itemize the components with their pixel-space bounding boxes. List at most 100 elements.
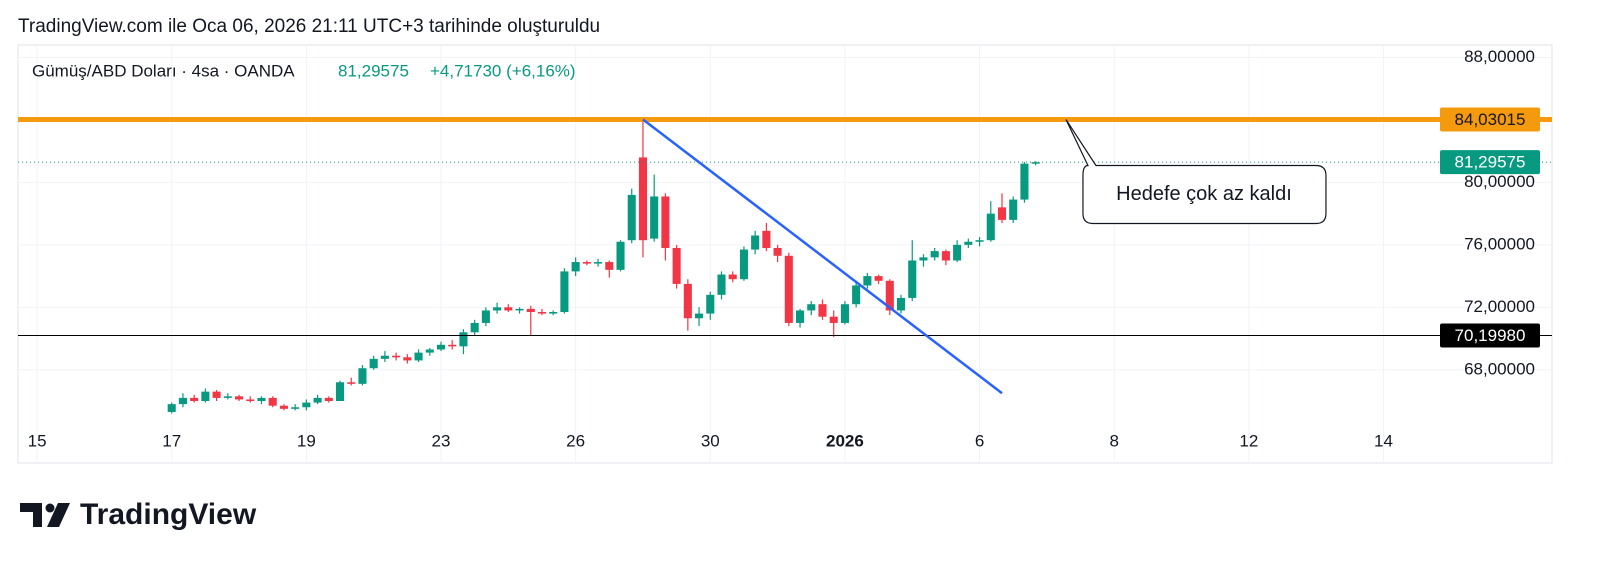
candle-body bbox=[1020, 163, 1029, 200]
candle-body bbox=[549, 312, 558, 314]
candle-body bbox=[392, 355, 401, 358]
candle-body bbox=[425, 349, 434, 353]
candle-body bbox=[773, 247, 782, 256]
candle-body bbox=[964, 241, 973, 245]
candle-body bbox=[571, 262, 580, 272]
candle-body bbox=[605, 262, 614, 270]
y-tick-label: 76,00000 bbox=[1464, 234, 1535, 253]
x-tick-label: 26 bbox=[566, 431, 585, 450]
candle-body bbox=[504, 307, 513, 311]
candle-body bbox=[167, 404, 176, 412]
candle-body bbox=[212, 391, 221, 398]
candle-body bbox=[369, 358, 378, 369]
candle-body bbox=[975, 240, 984, 242]
candle-body bbox=[616, 241, 625, 270]
candle-body bbox=[190, 397, 199, 402]
candle-body bbox=[751, 235, 760, 250]
chart-title: Gümüş/ABD Doları · 4sa · OANDA bbox=[32, 61, 295, 80]
candle-body bbox=[302, 402, 311, 408]
price-label-bg bbox=[1440, 150, 1540, 175]
candle-body bbox=[268, 397, 277, 406]
candle-body bbox=[739, 249, 748, 280]
chart-frame bbox=[17, 44, 1553, 464]
x-tick-label: 2026 bbox=[826, 431, 864, 450]
candle-body bbox=[885, 280, 894, 311]
candle-body bbox=[997, 207, 1007, 220]
candle-body bbox=[717, 274, 726, 295]
callout-box bbox=[1065, 119, 1327, 225]
candle-body bbox=[919, 257, 928, 261]
candle-body bbox=[796, 310, 805, 323]
y-tick-label: 68,00000 bbox=[1464, 359, 1535, 378]
trendline bbox=[642, 118, 1003, 395]
y-tick-label: 80,00000 bbox=[1464, 172, 1535, 191]
candle-body bbox=[908, 260, 917, 298]
candle-body bbox=[515, 308, 524, 311]
candle-body bbox=[436, 344, 446, 350]
price-change: +4,71730 (+6,16%) bbox=[430, 61, 576, 80]
candle-body bbox=[481, 310, 490, 323]
brand-name: TradingView bbox=[80, 498, 257, 531]
candle-body bbox=[896, 297, 906, 311]
candle-body bbox=[695, 313, 704, 319]
header-title: TradingView.com ile Oca 06, 2026 21:11 U… bbox=[18, 16, 600, 37]
candle-body bbox=[560, 271, 569, 313]
candle-body bbox=[829, 316, 838, 323]
price-label-bg bbox=[1440, 107, 1540, 132]
x-tick-label: 17 bbox=[162, 431, 181, 450]
candle-body bbox=[650, 196, 659, 239]
candle-body bbox=[863, 276, 872, 286]
candle-body bbox=[638, 157, 647, 241]
x-tick-label: 6 bbox=[975, 431, 984, 450]
candle-body bbox=[852, 285, 861, 305]
candle-body bbox=[313, 397, 322, 403]
candle-body bbox=[930, 251, 939, 258]
candle-body bbox=[493, 307, 502, 311]
brand-logo bbox=[20, 503, 70, 527]
candle-body bbox=[784, 255, 793, 323]
candle-body bbox=[683, 283, 692, 319]
candle-body bbox=[358, 368, 367, 384]
price-label: 84,03015 bbox=[1455, 110, 1526, 129]
candle-body bbox=[246, 399, 255, 402]
candle-body bbox=[537, 312, 547, 314]
candle-body bbox=[728, 274, 737, 280]
candle-body bbox=[594, 262, 603, 264]
candle-body bbox=[178, 397, 187, 405]
candle-body bbox=[807, 304, 816, 311]
candle-body bbox=[672, 247, 681, 284]
candle-body bbox=[470, 322, 479, 333]
candle-body bbox=[953, 244, 962, 261]
plot: 68,00000 72,00000 76,00000 80,00000 88,00000… bbox=[18, 45, 1552, 463]
candle-body bbox=[324, 397, 333, 402]
candle-body bbox=[335, 382, 345, 402]
candle-body bbox=[762, 230, 771, 248]
candle-body bbox=[291, 407, 300, 409]
candle-body bbox=[279, 405, 288, 409]
candle-body bbox=[627, 194, 636, 241]
candle-body bbox=[1009, 199, 1018, 220]
candle-body bbox=[234, 396, 244, 400]
last-price: 81,29575 bbox=[338, 61, 409, 80]
price-label-bg bbox=[1440, 323, 1540, 348]
x-tick-label: 8 bbox=[1109, 431, 1118, 450]
candle-body bbox=[840, 304, 849, 323]
y-tick-label: 72,00000 bbox=[1464, 297, 1535, 316]
candle-body bbox=[403, 357, 412, 361]
candle-body bbox=[941, 251, 950, 261]
x-tick-label: 15 bbox=[28, 431, 47, 450]
candle-body bbox=[459, 332, 468, 347]
x-tick-label: 23 bbox=[432, 431, 451, 450]
candle-body bbox=[448, 344, 457, 347]
candle-body bbox=[874, 276, 883, 281]
candle-body bbox=[380, 355, 389, 359]
candle-body bbox=[257, 397, 266, 402]
candle-body bbox=[414, 352, 423, 361]
x-tick-label: 14 bbox=[1374, 431, 1393, 450]
price-label: 81,29575 bbox=[1455, 153, 1526, 172]
candle-body bbox=[1031, 162, 1040, 164]
candle-body bbox=[223, 396, 232, 398]
candle-body bbox=[582, 262, 591, 264]
